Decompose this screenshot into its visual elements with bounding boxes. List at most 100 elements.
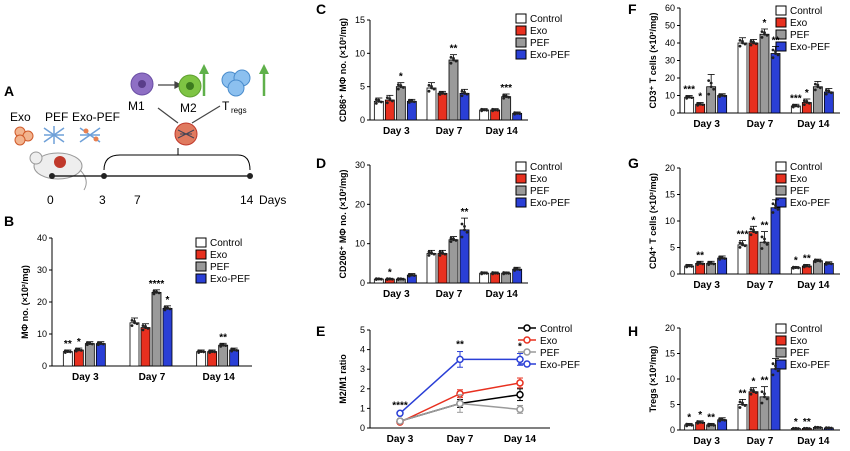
data-point-d — [438, 250, 442, 254]
series-point-e — [516, 390, 524, 399]
data-point-g — [816, 259, 820, 263]
cell-arrows — [157, 81, 221, 124]
legend-entry-g: Exo-PEF — [790, 198, 830, 209]
x-category-label-b: Day 3 — [72, 372, 99, 383]
data-point-d — [377, 277, 381, 281]
significance-mark-h: * — [687, 412, 691, 423]
panel-label-c: C — [316, 1, 326, 17]
legend-marker-e — [523, 360, 531, 368]
legend-entry-e: PEF — [540, 348, 559, 359]
bar-f — [770, 53, 781, 114]
data-point-f — [813, 82, 817, 86]
x-category-label-b: Day 7 — [139, 372, 166, 383]
data-point-b — [88, 342, 92, 345]
data-point-c — [407, 101, 411, 104]
data-point-h — [760, 390, 764, 394]
x-category-label-d: Day 3 — [383, 289, 410, 300]
y-tick-label-h: 5 — [670, 400, 675, 410]
data-point-f — [765, 33, 769, 37]
data-point-b — [85, 343, 89, 347]
bar-f — [759, 33, 770, 114]
data-point-d — [390, 277, 394, 281]
data-point-g — [829, 262, 833, 266]
data-point-h — [741, 403, 744, 406]
data-point-b — [90, 342, 94, 346]
y-tick-label-e: 5 — [360, 325, 365, 335]
significance-mark-b: **** — [149, 279, 165, 290]
legend-entry-b: PEF — [210, 262, 229, 273]
panel-label-a: A — [4, 83, 14, 99]
data-point-b — [146, 326, 150, 330]
significance-mark-g: ** — [761, 221, 769, 232]
data-point-h — [723, 418, 727, 422]
data-point-g — [754, 231, 758, 235]
legend-entry-e: Exo-PEF — [540, 360, 580, 371]
x-category-label-b: Day 14 — [203, 372, 236, 383]
legend-swatch-c — [515, 13, 527, 24]
data-point-h — [774, 364, 777, 368]
data-point-d — [491, 271, 495, 274]
data-point-f — [709, 85, 713, 89]
data-point-h — [752, 390, 755, 394]
timeline: 0 3 7 14 Days — [47, 148, 286, 207]
data-point-g — [818, 259, 822, 263]
data-point-b — [208, 349, 212, 353]
data-point-h — [738, 400, 742, 404]
x-category-label-e: Day 7 — [447, 434, 474, 445]
data-point-c — [493, 108, 497, 112]
x-category-label-d: Day 7 — [436, 289, 463, 300]
bar-b — [140, 327, 151, 367]
significance-mark-f: *** — [790, 93, 802, 104]
data-point-b — [219, 344, 223, 348]
data-point-h — [701, 421, 705, 425]
data-point-f — [802, 103, 806, 106]
legend-entry-c: Exo-PEF — [530, 50, 570, 61]
legend-entry-b: Exo — [210, 250, 228, 261]
data-point-b — [197, 349, 201, 353]
data-point-h — [738, 406, 742, 409]
data-point-f — [709, 81, 713, 85]
data-point-f — [707, 79, 711, 83]
data-point-h — [824, 426, 828, 430]
data-point-g — [827, 262, 831, 265]
data-point-g — [796, 266, 800, 270]
legend-swatch-b — [195, 237, 207, 248]
bar-g — [737, 244, 748, 275]
data-point-g — [749, 233, 753, 237]
panel-label-g: G — [628, 155, 639, 171]
legend-entry-b: Exo-PEF — [210, 274, 250, 285]
data-point-c — [504, 95, 508, 99]
data-point-b — [210, 350, 214, 353]
data-point-h — [749, 392, 753, 396]
data-point-g — [771, 211, 775, 214]
data-point-g — [749, 227, 753, 231]
data-point-h — [807, 427, 811, 430]
bar-c — [448, 59, 459, 121]
data-point-g — [807, 264, 811, 268]
significance-mark-h: ** — [739, 388, 747, 399]
data-point-h — [827, 426, 831, 430]
y-tick-label-e: 4 — [360, 345, 365, 355]
data-point-b — [130, 319, 134, 322]
y-tick-label-d: 20 — [355, 199, 365, 209]
data-point-f — [741, 41, 744, 45]
legend-entry-e: Exo — [540, 336, 558, 347]
bar-b — [95, 343, 106, 367]
x-category-label-e: Day 14 — [504, 434, 537, 445]
timeline-day-14: 14 — [240, 193, 254, 207]
data-point-c — [407, 98, 411, 102]
data-point-c — [485, 108, 489, 112]
data-point-b — [219, 342, 223, 346]
data-point-d — [412, 274, 416, 277]
data-point-d — [385, 277, 389, 281]
data-point-f — [701, 103, 705, 106]
data-point-g — [701, 262, 705, 266]
legend-swatch-g — [775, 161, 787, 172]
y-tick-label-b: 0 — [42, 361, 47, 371]
x-category-label-c: Day 3 — [383, 126, 410, 137]
significance-mark-b: * — [166, 295, 170, 306]
m1-cell-icon — [130, 72, 154, 96]
x-category-label-f: Day 14 — [797, 119, 830, 130]
data-point-g — [824, 261, 828, 265]
panel-label-b: B — [4, 213, 14, 229]
